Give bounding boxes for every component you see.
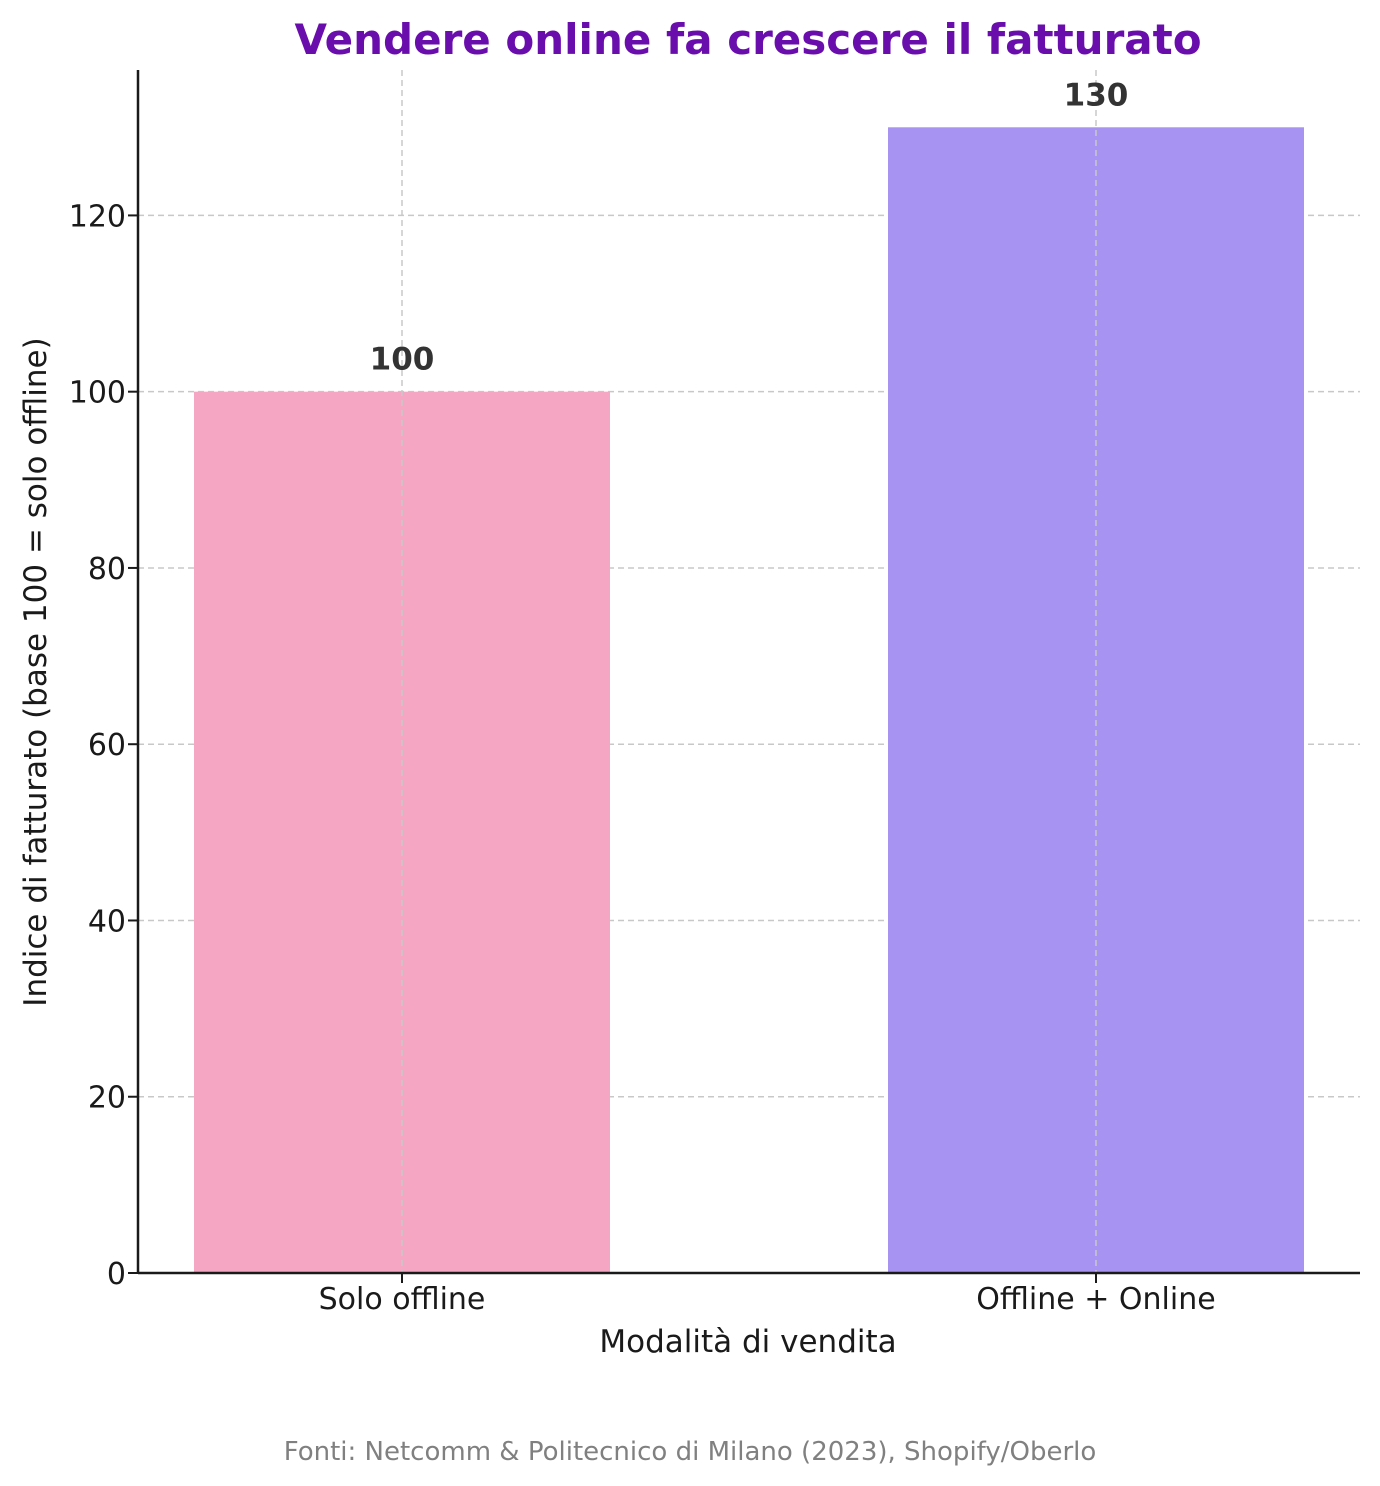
y-tick-label: 80 bbox=[88, 552, 126, 587]
y-tick-label: 100 bbox=[69, 376, 126, 411]
bar-value-label: 130 bbox=[1064, 77, 1129, 113]
x-tick-label: Offline + Online bbox=[976, 1282, 1215, 1317]
tick-labels: 0 20 40 60 80 100 120 Solo offline Offline + Onl… bbox=[69, 199, 1216, 1317]
x-tick-label: Solo offline bbox=[319, 1282, 486, 1317]
y-tick-label: 120 bbox=[69, 199, 126, 234]
source-note: Fonti: Netcomm & Politecnico di Milano (… bbox=[284, 1437, 1097, 1467]
vertical-grid-lines bbox=[401, 70, 1097, 1273]
y-tick-label: 60 bbox=[88, 728, 126, 763]
y-tick-label: 20 bbox=[88, 1081, 126, 1116]
y-tick-label: 0 bbox=[107, 1257, 126, 1292]
axes bbox=[128, 70, 1360, 1283]
bar-value-label: 100 bbox=[370, 342, 435, 378]
bar-value-labels: 100 130 bbox=[370, 77, 1129, 377]
x-axis-label: Modalità di vendita bbox=[599, 1324, 896, 1360]
y-axis-label: Indice di fatturato (base 100 = solo off… bbox=[18, 337, 54, 1006]
bars bbox=[194, 127, 1304, 1274]
chart-title: Vendere online fa crescere il fatturato bbox=[294, 15, 1201, 64]
y-tick-label: 40 bbox=[88, 904, 126, 939]
